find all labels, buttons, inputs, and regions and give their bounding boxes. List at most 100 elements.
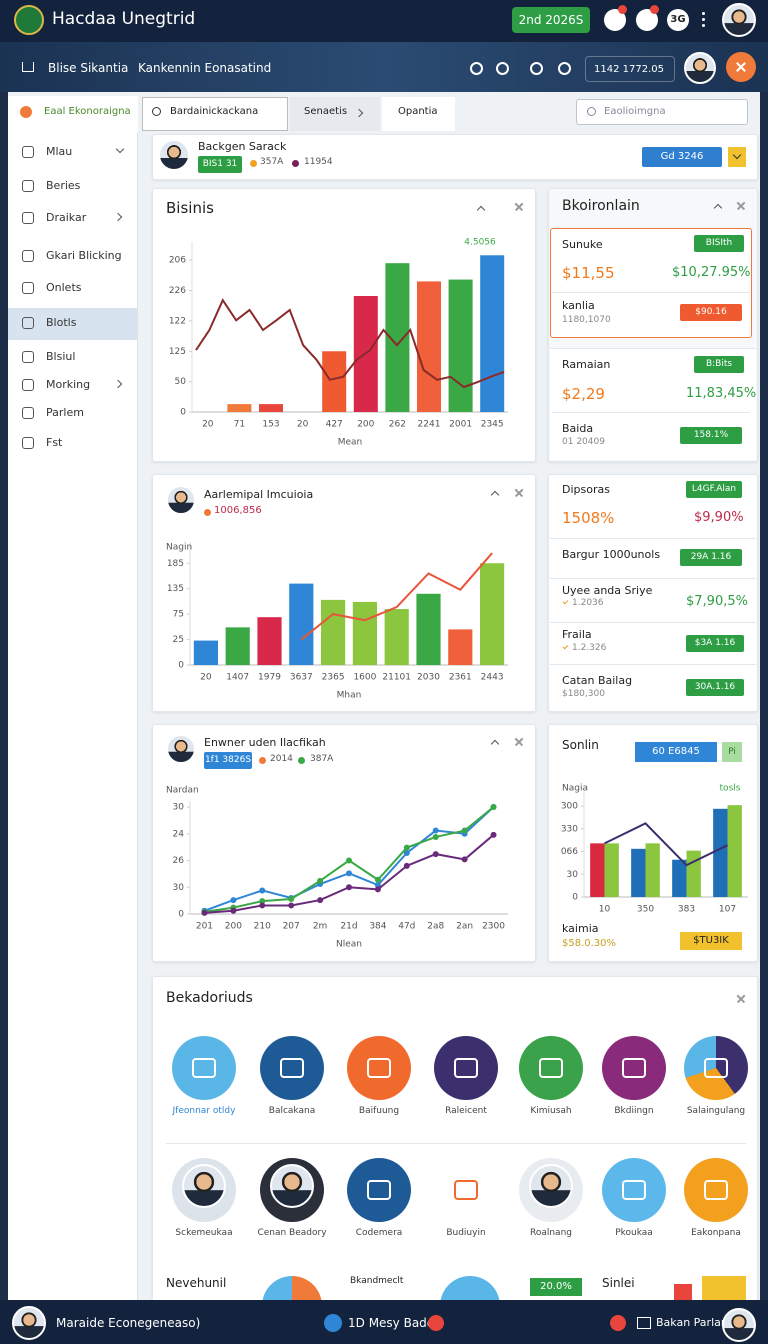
nav-icon[interactable] [496, 62, 509, 75]
dot [259, 757, 266, 764]
avatar [270, 1164, 314, 1208]
badge[interactable]: $3A 1.16 [686, 635, 744, 652]
row-label: Catan Bailag [562, 674, 633, 687]
bar [352, 601, 377, 665]
x-tick-label: 1600 [353, 673, 376, 683]
sidebar-item[interactable]: Gkari Blicking [46, 249, 122, 262]
menu-dot[interactable] [702, 12, 705, 15]
footer-text[interactable]: Bakan Parlan [656, 1316, 728, 1329]
sidebar-item[interactable]: Blotls [46, 316, 77, 329]
app-label[interactable]: Bkdiingn [614, 1106, 654, 1116]
app-label[interactable]: Baifuung [358, 1106, 400, 1116]
sidebar-item[interactable]: Morking [46, 378, 91, 391]
app-icon[interactable] [347, 1158, 411, 1222]
menu-dot[interactable] [702, 18, 705, 21]
tab[interactable] [142, 97, 288, 131]
y-tick-label: 0 [180, 408, 186, 418]
badge[interactable]: $90.16 [680, 304, 742, 321]
app-label[interactable]: Eakonpana [691, 1228, 741, 1238]
app-icon[interactable] [434, 1158, 498, 1222]
app-label[interactable]: Kimiusah [530, 1106, 572, 1116]
y-tick-label: 135 [167, 584, 184, 594]
app-label[interactable]: Raleicent [445, 1106, 487, 1116]
row-sub: 01 20409 [562, 437, 605, 447]
y-axis-label: Nagia [562, 784, 588, 794]
x-tick-label: 3637 [290, 673, 313, 683]
sidebar-item[interactable]: Onlets [46, 281, 82, 294]
app-icon[interactable] [684, 1158, 748, 1222]
app-icon[interactable] [260, 1036, 324, 1100]
footer-icon[interactable] [324, 1314, 342, 1332]
x-tick-label: 200 [225, 922, 242, 932]
partial-item: Nevehunil [166, 1276, 227, 1290]
bar [416, 593, 441, 665]
avatar [166, 734, 196, 764]
badge[interactable]: 158.1% [680, 427, 742, 444]
app-label[interactable]: Budiuyin [446, 1228, 486, 1238]
card-button[interactable]: 60 E6845 [635, 742, 717, 762]
nav-icon[interactable] [558, 62, 571, 75]
sidebar-item[interactable]: Fst [46, 436, 63, 449]
app-label[interactable]: Pkoukaa [615, 1228, 653, 1238]
date-button[interactable]: 2nd 2026S [512, 7, 590, 33]
tab[interactable] [290, 97, 380, 131]
avatar [12, 1306, 46, 1340]
app-icon[interactable] [172, 1036, 236, 1100]
row-label: Sunuke [562, 238, 603, 251]
point [432, 851, 439, 858]
sidebar-item[interactable]: Draikar [46, 211, 87, 224]
card-subtitle: 1006,856 [214, 505, 262, 516]
app-icon[interactable] [602, 1158, 666, 1222]
grid-title: Bekadoriuds [166, 990, 253, 1006]
user-badge[interactable]: 3G [667, 9, 689, 31]
app-icon[interactable] [519, 1036, 583, 1100]
sidebar-item[interactable]: Blsiul [46, 350, 76, 363]
app-icon[interactable] [602, 1036, 666, 1100]
nav-item[interactable]: Blise Sikantia [48, 61, 129, 75]
badge[interactable]: 29A 1.16 [680, 549, 742, 566]
y-tick-label: 0 [178, 910, 184, 920]
app-icon[interactable] [684, 1036, 748, 1100]
nav-item[interactable]: Kankennin Eonasatind [138, 61, 272, 75]
app-icon[interactable] [347, 1036, 411, 1100]
menu-dot[interactable] [702, 24, 705, 27]
app-label[interactable]: Salaingulang [686, 1106, 746, 1116]
sidebar-item[interactable]: Beries [46, 179, 81, 192]
card-button[interactable]: Pi [722, 742, 742, 762]
panel-change: $9,90% [694, 510, 744, 525]
x-tick-label: 207 [283, 922, 300, 932]
app-icon[interactable] [434, 1036, 498, 1100]
badge[interactable]: 30A.1.16 [686, 679, 744, 696]
card-title: Sonlin [562, 738, 599, 752]
icon-glyph [367, 1180, 391, 1200]
y-tick-label: 26 [173, 856, 185, 866]
row-change: $7,90,5% [686, 594, 748, 609]
nav-icon[interactable] [470, 62, 483, 75]
tab[interactable] [382, 97, 455, 131]
profile-button[interactable]: Gd 3246 [642, 147, 722, 167]
nav-icon[interactable] [530, 62, 543, 75]
footer-badge[interactable]: $TU3IK [680, 932, 742, 950]
app-label[interactable]: Roalnang [529, 1228, 572, 1238]
app-label[interactable]: Codemera [355, 1228, 403, 1238]
footer-icon[interactable] [637, 1317, 651, 1329]
footer-text[interactable]: 1D Mesy Badea [348, 1316, 442, 1330]
sidebar-item[interactable]: Parlem [46, 406, 84, 419]
search-box[interactable] [576, 99, 748, 125]
x-tick-label: 2365 [322, 673, 345, 683]
logo [14, 5, 44, 35]
y-tick-label: 24 [173, 829, 185, 839]
dot [250, 160, 257, 167]
app-label[interactable]: Balcakana [268, 1106, 316, 1116]
dropdown[interactable] [728, 147, 746, 167]
app-label[interactable]: Jfeonnar otldy [172, 1106, 236, 1116]
app-label[interactable]: Cenan Beadory [257, 1228, 327, 1238]
app-label[interactable]: Sckemeukaa [175, 1228, 233, 1238]
icon-button[interactable] [604, 9, 626, 31]
partial-chart [702, 1276, 746, 1300]
x-tick-label: 153 [262, 420, 279, 430]
sidebar-item[interactable]: Mlau [46, 145, 73, 158]
home-icon[interactable] [22, 62, 34, 72]
icon-button[interactable] [636, 9, 658, 31]
card-title: Aarlemipal Imcuioia [204, 488, 314, 501]
